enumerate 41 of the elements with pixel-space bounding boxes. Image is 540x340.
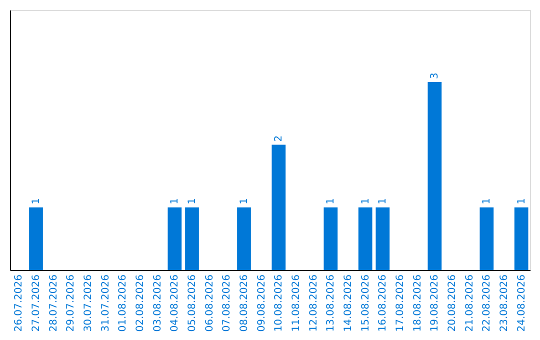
data-label: 1	[360, 198, 372, 204]
x-tick-label: 22.08.2026	[482, 274, 493, 332]
x-tick-label: 12.08.2026	[308, 274, 320, 332]
data-label: 1	[482, 198, 493, 204]
x-tick-label: 30.07.2026	[83, 274, 94, 332]
x-tick-label: 10.08.2026	[274, 274, 285, 332]
x-tick-label: 28.07.2026	[48, 274, 60, 332]
data-label: 3	[430, 72, 441, 80]
x-tick-label: 23.08.2026	[499, 274, 510, 332]
data-label: 1	[326, 198, 337, 204]
x-tick-label: 07.08.2026	[222, 274, 233, 332]
data-label: 1	[187, 198, 198, 204]
x-tick-label: 14.08.2026	[343, 274, 354, 332]
data-label: 1	[239, 198, 250, 204]
x-tick-label: 15.08.2026	[360, 274, 372, 332]
data-label: 1	[170, 198, 181, 204]
x-tick-label: 18.08.2026	[412, 274, 424, 332]
data-label: 1	[378, 198, 389, 204]
x-tick-label: 17.08.2026	[395, 274, 406, 332]
x-tick-label: 11.08.2026	[291, 274, 302, 332]
data-label: 2	[274, 135, 285, 142]
x-tick-label: 31.07.2026	[100, 274, 112, 332]
x-tick-label: 27.07.2026	[31, 274, 42, 332]
data-label: 1	[516, 198, 528, 204]
x-tick-label: 26.07.2026	[14, 274, 25, 332]
x-tick-label: 20.08.2026	[447, 274, 458, 332]
x-tick-label: 29.07.2026	[66, 274, 77, 332]
x-tick-label: 03.08.2026	[152, 274, 164, 332]
x-tick-label: 04.08.2026	[170, 274, 181, 332]
x-tick-label: 08.08.2026	[239, 274, 250, 332]
data-label: 1	[31, 198, 42, 204]
x-tick-label: 19.08.2026	[430, 274, 441, 332]
x-tick-label: 24.08.2026	[516, 274, 528, 332]
x-tick-label: 02.08.2026	[135, 274, 146, 332]
x-tick-label: 13.08.2026	[326, 274, 337, 332]
x-tick-label: 21.08.2026	[464, 274, 476, 332]
x-tick-label: 01.08.2026	[118, 274, 129, 332]
x-tick-label: 16.08.2026	[378, 274, 389, 332]
x-tick-label: 09.08.2026	[256, 274, 268, 332]
x-tick-label: 06.08.2026	[204, 274, 216, 332]
x-tick-label: 05.08.2026	[187, 274, 198, 332]
